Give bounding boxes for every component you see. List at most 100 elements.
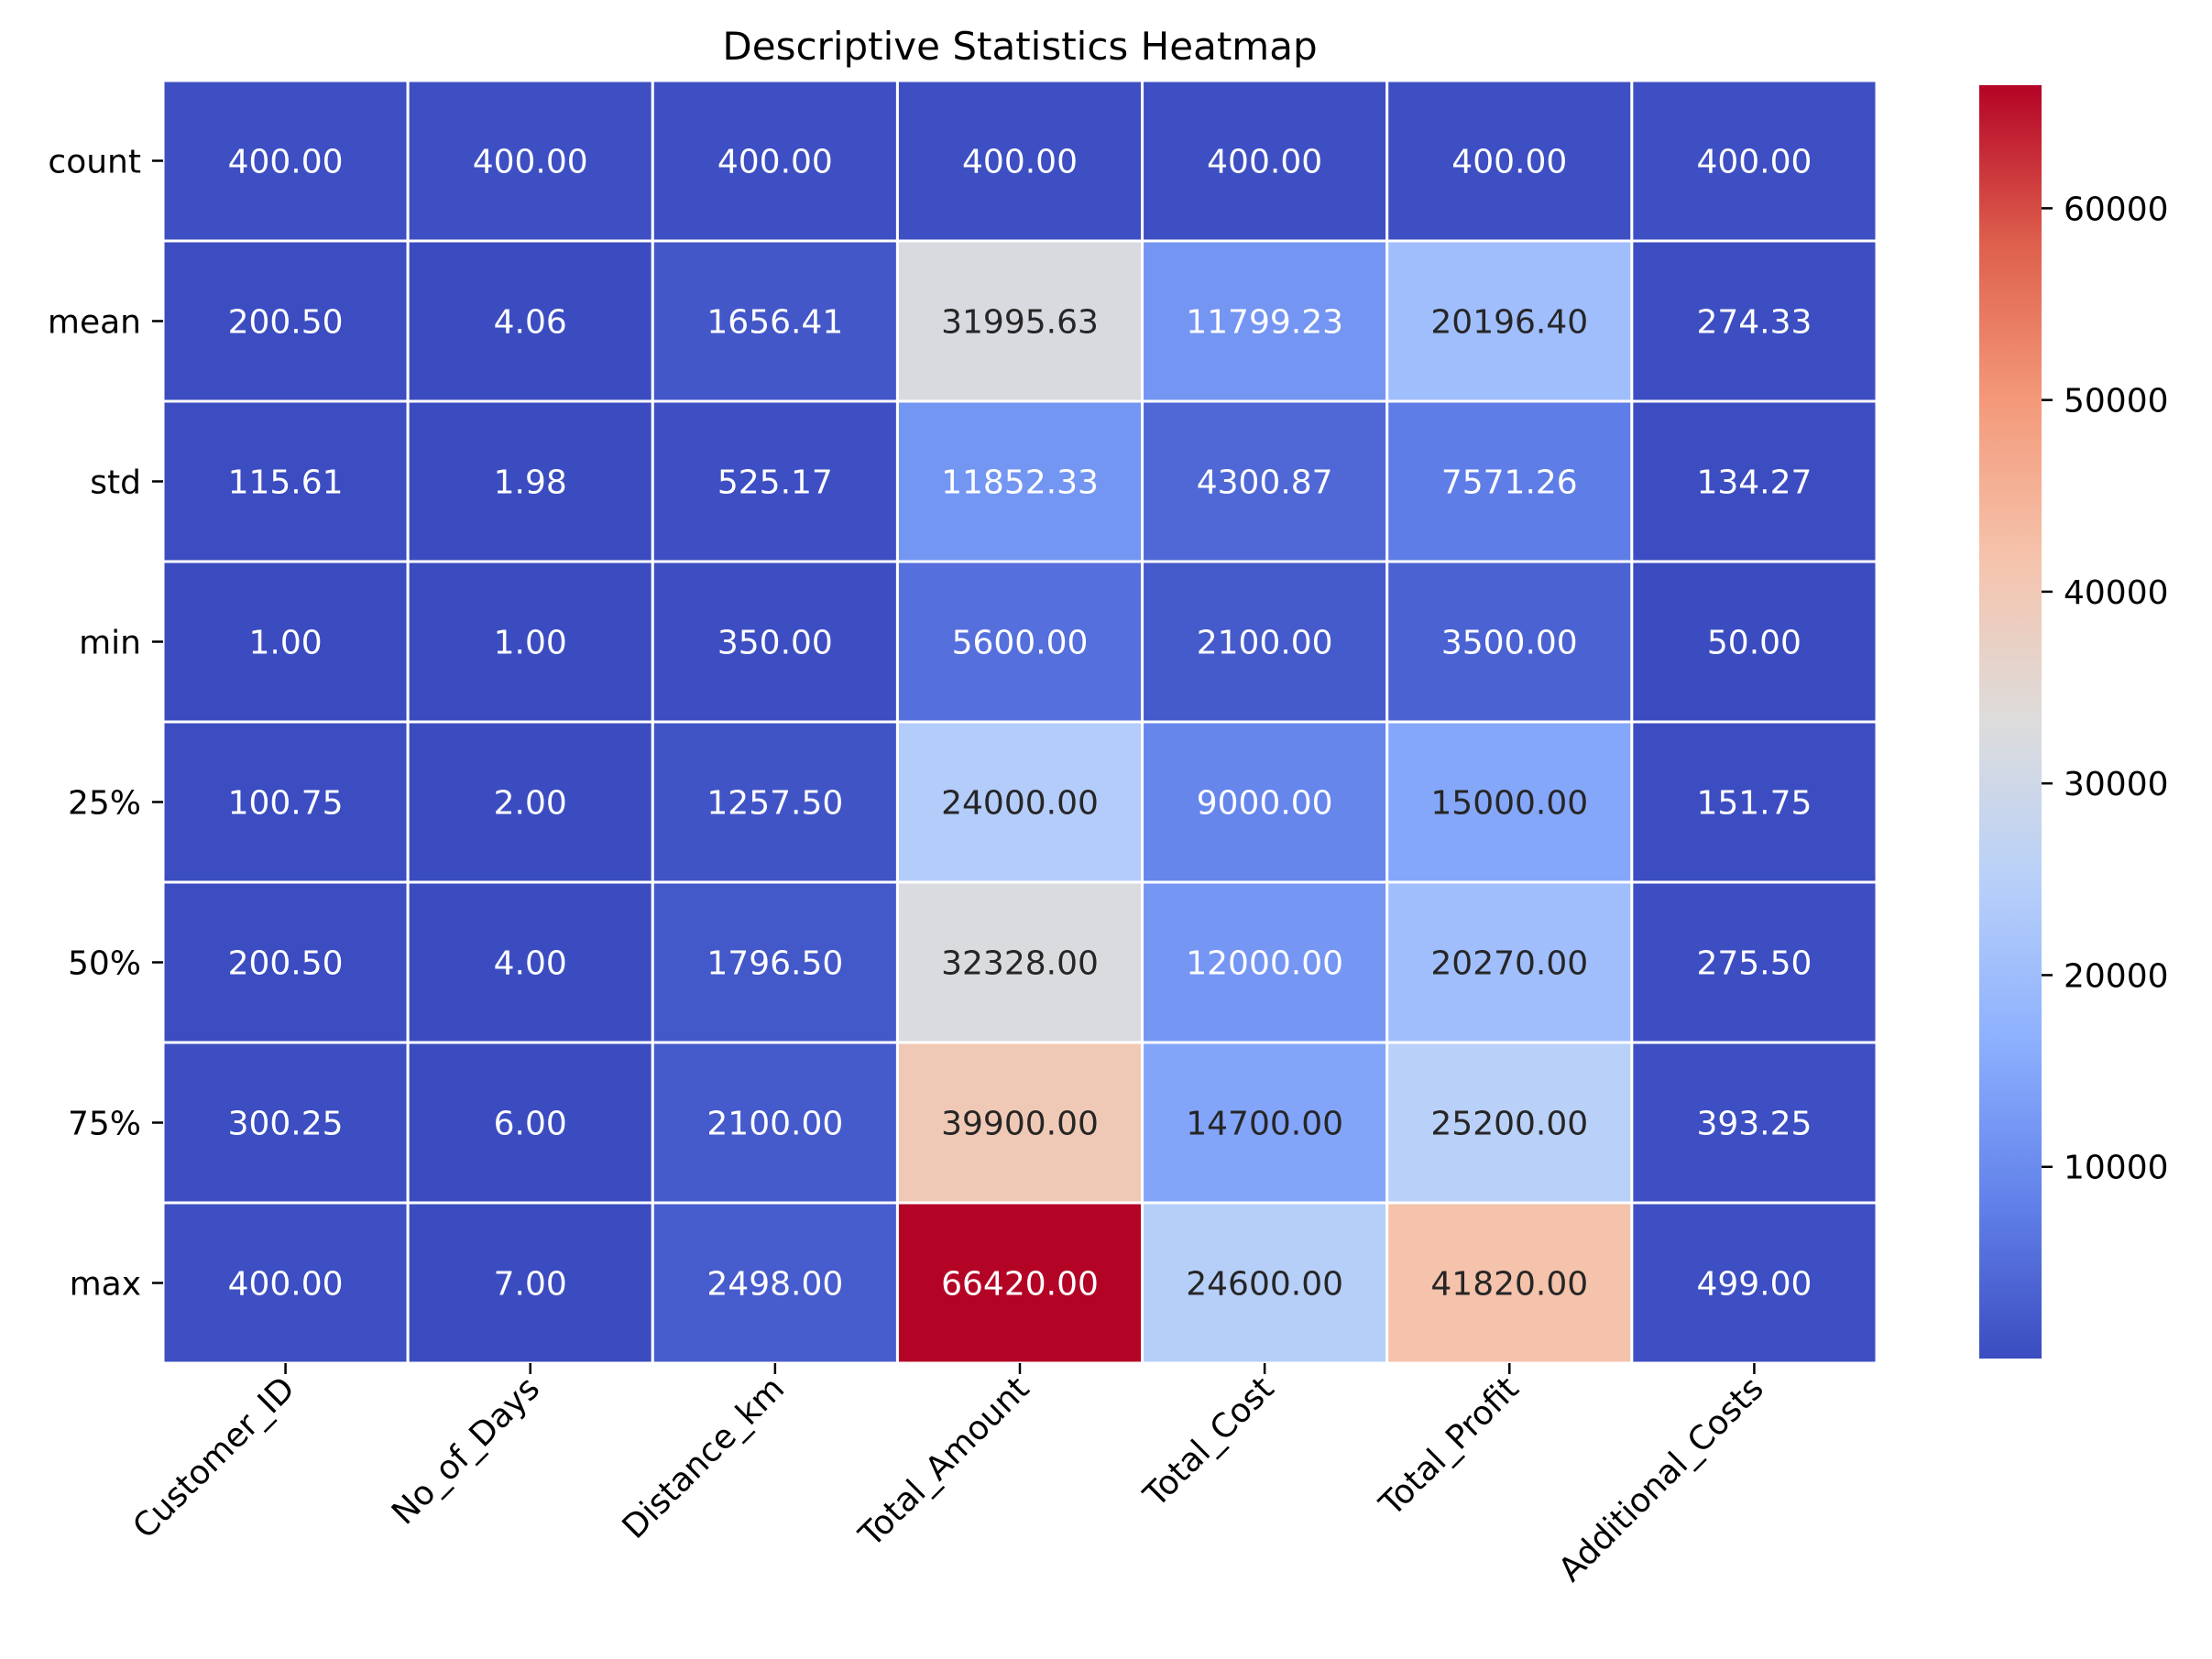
cell-value-label: 2100.00 — [1197, 625, 1333, 662]
heatmap-cell — [651, 79, 899, 243]
heatmap-cell — [1630, 1041, 1878, 1205]
cell-value-label: 1.98 — [494, 464, 567, 502]
heatmap-cell — [1385, 1201, 1634, 1365]
cell-value-label: 9000.00 — [1197, 785, 1333, 823]
row-label: 50% — [68, 945, 141, 983]
heatmap-cell — [651, 1041, 899, 1205]
cell-value-label: 3500.00 — [1441, 625, 1578, 662]
heatmap-cell — [651, 880, 899, 1044]
cell-value-label: 400.00 — [228, 1266, 344, 1304]
heatmap-cell — [1385, 1041, 1634, 1205]
heatmap-cells: 400.00 400.00 400.00 400.00 400.00 400.00 400.… — [161, 79, 1878, 1365]
row-label: std — [90, 464, 141, 502]
heatmap-cell — [1630, 1201, 1878, 1365]
cell-value-label: 100.75 — [228, 785, 344, 823]
column-label: Total_Profit — [1372, 1370, 1526, 1523]
heatmap-cell — [406, 399, 654, 563]
column-labels: Customer_ID No_of_Days Distance_km Total_Am… — [126, 1363, 1771, 1589]
cell-value-label: 4.00 — [494, 945, 567, 983]
row-label: count — [48, 144, 141, 181]
cell-value-label: 14700.00 — [1186, 1106, 1343, 1143]
heatmap-cell — [1385, 399, 1634, 563]
heatmap-cell — [1385, 560, 1634, 724]
cell-value-label: 300.25 — [228, 1106, 344, 1143]
heatmap-cell — [406, 880, 654, 1044]
heatmap-cell — [895, 399, 1144, 563]
column-label: Distance_km — [616, 1370, 793, 1546]
cell-value-label: 24000.00 — [941, 785, 1099, 823]
row-label: 25% — [68, 785, 141, 823]
heatmap-cell — [161, 720, 410, 884]
heatmap-cell — [895, 1041, 1144, 1205]
row-label: mean — [48, 304, 141, 342]
heatmap-cell — [651, 239, 899, 403]
heatmap-cell — [1141, 399, 1389, 563]
colorbar-tick-label: 40000 — [2064, 574, 2169, 612]
heatmap-cell — [1630, 239, 1878, 403]
colorbar-tick-label: 20000 — [2064, 957, 2169, 995]
cell-value-label: 6.00 — [494, 1106, 567, 1143]
cell-value-label: 400.00 — [228, 144, 344, 181]
cell-value-label: 1.00 — [248, 625, 322, 662]
cell-value-label: 134.27 — [1696, 464, 1812, 502]
heatmap-cell — [1630, 560, 1878, 724]
heatmap-cell — [1385, 79, 1634, 243]
cell-value-label: 200.50 — [228, 304, 344, 342]
row-labels: count mean std min 25% 50% 75% max — [48, 144, 163, 1304]
cell-value-label: 41820.00 — [1430, 1266, 1588, 1304]
cell-value-label: 1257.50 — [706, 785, 843, 823]
cell-value-label: 151.75 — [1696, 785, 1812, 823]
chart-title: Descriptive Statistics Heatmap — [722, 24, 1317, 69]
cell-value-label: 4300.87 — [1197, 464, 1333, 502]
cell-value-label: 15000.00 — [1430, 785, 1588, 823]
cell-value-label: 7.00 — [494, 1266, 567, 1304]
column-label: No_of_Days — [385, 1370, 547, 1532]
cell-value-label: 200.50 — [228, 945, 344, 983]
cell-value-label: 400.00 — [473, 144, 588, 181]
cell-value-label: 2498.00 — [706, 1266, 843, 1304]
heatmap-cell — [651, 720, 899, 884]
cell-value-label: 7571.26 — [1441, 464, 1578, 502]
heatmap-cell — [161, 1201, 410, 1365]
heatmap-cell — [161, 560, 410, 724]
heatmap-cell — [1630, 399, 1878, 563]
cell-value-label: 275.50 — [1696, 945, 1812, 983]
heatmap-cell — [161, 79, 410, 243]
cell-value-label: 4.06 — [494, 304, 567, 342]
heatmap-cell — [406, 1201, 654, 1365]
column-label: Customer_ID — [126, 1370, 301, 1545]
cell-value-label: 25200.00 — [1430, 1106, 1588, 1143]
cell-value-label: 11799.23 — [1186, 304, 1343, 342]
cell-value-label: 400.00 — [717, 144, 833, 181]
cell-value-label: 50.00 — [1707, 625, 1801, 662]
colorbar: 10000 20000 30000 40000 50000 60000 — [1979, 85, 2169, 1359]
heatmap-cell — [406, 560, 654, 724]
cell-value-label: 400.00 — [1207, 144, 1322, 181]
heatmap-cell — [895, 560, 1144, 724]
cell-value-label: 115.61 — [228, 464, 344, 502]
cell-value-label: 1796.50 — [706, 945, 843, 983]
cell-value-label: 400.00 — [962, 144, 1078, 181]
cell-value-label: 393.25 — [1696, 1106, 1812, 1143]
heatmap-cell — [1141, 239, 1389, 403]
cell-value-label: 66420.00 — [941, 1266, 1099, 1304]
cell-value-label: 24600.00 — [1186, 1266, 1343, 1304]
colorbar-tick-label: 50000 — [2064, 383, 2169, 420]
cell-value-label: 525.17 — [717, 464, 833, 502]
cell-value-label: 12000.00 — [1186, 945, 1343, 983]
heatmap-cell — [161, 1041, 410, 1205]
column-label: Total_Cost — [1136, 1370, 1281, 1514]
heatmap-cell — [651, 399, 899, 563]
cell-value-label: 274.33 — [1696, 304, 1812, 342]
colorbar-tick-label: 60000 — [2064, 191, 2169, 228]
row-label: 75% — [68, 1106, 141, 1143]
cell-value-label: 1.00 — [494, 625, 567, 662]
cell-value-label: 400.00 — [1696, 144, 1812, 181]
cell-value-label: 20270.00 — [1430, 945, 1588, 983]
heatmap-cell — [1630, 720, 1878, 884]
heatmap-cell — [1141, 1201, 1389, 1365]
heatmap-cell — [895, 79, 1144, 243]
row-label: max — [70, 1266, 141, 1304]
heatmap-cell — [406, 79, 654, 243]
